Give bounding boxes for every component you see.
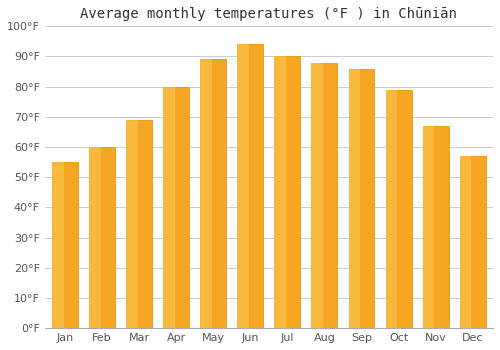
- Bar: [460, 156, 485, 328]
- Bar: [200, 60, 226, 328]
- Bar: [164, 87, 189, 328]
- Bar: [126, 120, 138, 328]
- Bar: [312, 63, 338, 328]
- Bar: [52, 162, 64, 328]
- Bar: [164, 87, 175, 328]
- Bar: [422, 126, 448, 328]
- Bar: [460, 156, 471, 328]
- Bar: [52, 162, 78, 328]
- Bar: [89, 147, 101, 328]
- Bar: [422, 126, 434, 328]
- Bar: [274, 56, 300, 328]
- Bar: [274, 56, 286, 328]
- Bar: [200, 60, 212, 328]
- Bar: [312, 63, 323, 328]
- Bar: [238, 44, 264, 328]
- Bar: [386, 90, 398, 328]
- Title: Average monthly temperatures (°F ) in Chūniān: Average monthly temperatures (°F ) in Ch…: [80, 7, 458, 21]
- Bar: [126, 120, 152, 328]
- Bar: [238, 44, 249, 328]
- Bar: [386, 90, 411, 328]
- Bar: [348, 69, 360, 328]
- Bar: [89, 147, 115, 328]
- Bar: [348, 69, 374, 328]
